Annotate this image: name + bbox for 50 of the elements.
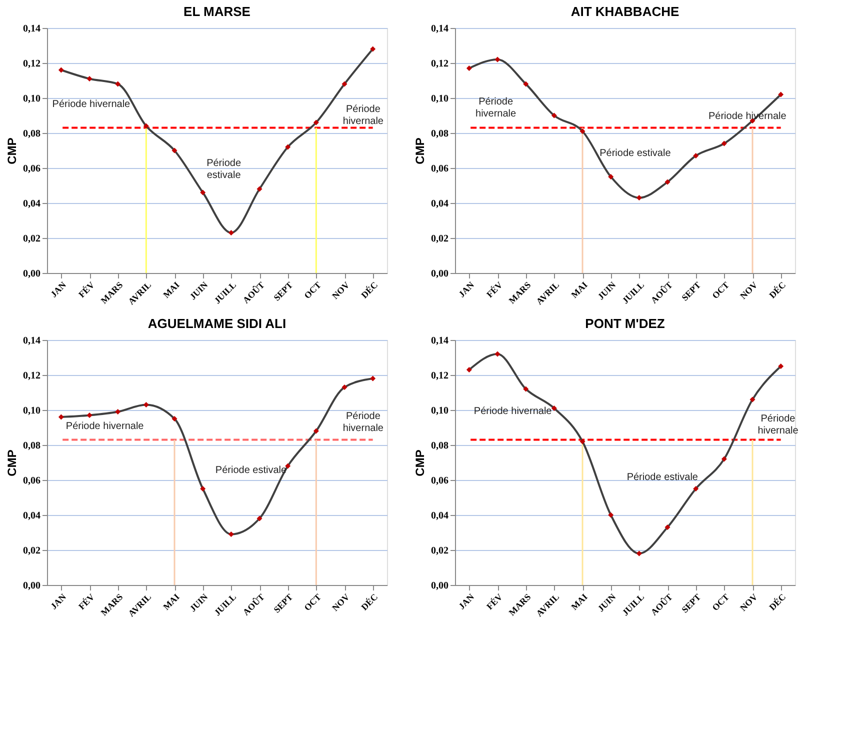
y-tick-label: 0,06 xyxy=(431,476,448,486)
annotation: Période hivernale xyxy=(342,410,384,434)
y-tick-label: 0,04 xyxy=(431,198,448,210)
y-tick-label: 0,00 xyxy=(23,580,40,592)
y-tick-label: 0,06 xyxy=(431,164,448,174)
y-tick-label: 0,12 xyxy=(431,370,448,382)
y-tick-label: 0,10 xyxy=(431,406,448,416)
chart-title: EL MARSE xyxy=(184,4,251,19)
y-tick-label: 0,04 xyxy=(23,510,40,522)
y-axis-title: CMP xyxy=(413,138,427,164)
annotation: Période hivernale xyxy=(342,104,384,127)
y-tick-label: 0,00 xyxy=(431,268,448,280)
chart-title: AGUELMAME SIDI ALI xyxy=(148,316,286,331)
y-tick-label: 0,04 xyxy=(23,198,40,210)
y-tick-label: 0,10 xyxy=(431,94,448,104)
y-tick-label: 0,00 xyxy=(23,268,40,280)
y-tick-label: 0,10 xyxy=(23,406,40,416)
annotation: Période estivale xyxy=(626,472,698,484)
annotation: Période hivernale xyxy=(52,98,131,110)
y-tick-label: 0,10 xyxy=(23,94,40,104)
y-tick-label: 0,04 xyxy=(431,510,448,522)
y-tick-label: 0,14 xyxy=(23,336,40,346)
y-axis-title: CMP xyxy=(5,450,19,476)
annotation: Période hivernale xyxy=(66,420,144,432)
y-tick-label: 0,02 xyxy=(431,546,448,556)
annotation: Période estivale xyxy=(600,148,672,159)
annotation: Période hivernale xyxy=(474,406,552,418)
y-axis-title: CMP xyxy=(413,450,427,476)
y-tick-label: 0,02 xyxy=(23,546,40,556)
annotation: Période hivernale xyxy=(758,413,799,436)
y-tick-label: 0,14 xyxy=(23,24,40,34)
y-tick-label: 0,08 xyxy=(431,128,448,140)
y-tick-label: 0,00 xyxy=(431,580,448,592)
y-axis-title: CMP xyxy=(5,138,19,164)
y-tick-label: 0,08 xyxy=(23,440,40,452)
chart-title: AIT KHABBACHE xyxy=(570,4,680,19)
y-tick-label: 0,12 xyxy=(23,58,40,70)
y-tick-label: 0,06 xyxy=(23,164,40,174)
y-tick-label: 0,12 xyxy=(431,58,448,70)
y-tick-label: 0,14 xyxy=(431,336,448,346)
y-tick-label: 0,08 xyxy=(431,440,448,452)
annotation: Période estivale xyxy=(206,158,242,181)
y-tick-label: 0,02 xyxy=(23,234,40,244)
y-tick-label: 0,12 xyxy=(23,370,40,382)
y-tick-label: 0,14 xyxy=(431,24,448,34)
y-tick-label: 0,08 xyxy=(23,128,40,140)
y-tick-label: 0,02 xyxy=(431,234,448,244)
annotation: Période hivernale xyxy=(476,96,517,120)
y-tick-label: 0,06 xyxy=(23,476,40,486)
chart-title: PONT M'DEZ xyxy=(585,316,665,331)
